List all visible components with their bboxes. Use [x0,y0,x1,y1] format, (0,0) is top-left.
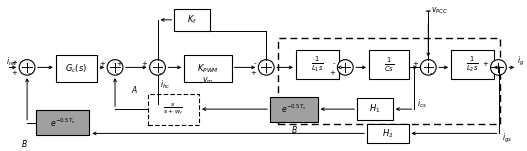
Text: $v_m$: $v_m$ [202,76,213,86]
Text: +: + [116,61,122,66]
Text: $\frac{1}{Cs}$: $\frac{1}{Cs}$ [384,55,394,74]
Ellipse shape [19,60,35,75]
Bar [148,94,199,125]
Ellipse shape [107,60,123,75]
Text: $\frac{s}{s+w_f}$: $\frac{s}{s+w_f}$ [163,101,183,117]
Text: -: - [333,61,335,66]
Bar [270,96,318,122]
Circle shape [412,67,417,68]
Text: $e^{-0.5T_s}$: $e^{-0.5T_s}$ [50,117,75,129]
Text: +: + [250,70,256,76]
Ellipse shape [150,60,165,75]
Text: +: + [329,70,335,76]
Text: -: - [159,70,161,76]
Text: $H_2$: $H_2$ [382,127,394,140]
Bar [296,50,339,79]
Text: $i_g$: $i_g$ [517,55,524,68]
Text: $H_1$: $H_1$ [369,103,380,115]
Text: $i_{cs}$: $i_{cs}$ [417,97,427,110]
Ellipse shape [337,60,353,75]
Text: $K_{PWM}$: $K_{PWM}$ [197,62,219,75]
Text: $B$: $B$ [290,124,297,135]
Text: $i_{hc}$: $i_{hc}$ [161,79,171,91]
Text: $K_f$: $K_f$ [187,14,197,26]
Text: $G_c(s)$: $G_c(s)$ [65,62,87,75]
Circle shape [497,67,502,68]
Text: $e^{-0.5T_s}$: $e^{-0.5T_s}$ [281,103,307,115]
Text: +: + [142,61,148,66]
Ellipse shape [491,60,506,75]
Text: $B$: $B$ [21,138,28,149]
Bar [369,50,408,79]
Text: $i_{ref}$: $i_{ref}$ [6,55,18,68]
Circle shape [426,10,431,12]
Text: -: - [116,70,119,76]
Text: +: + [11,70,17,76]
Bar [357,98,393,120]
Ellipse shape [258,60,274,75]
Text: $\frac{1}{L_2s}$: $\frac{1}{L_2s}$ [466,55,479,74]
Text: $A$: $A$ [131,84,138,95]
Ellipse shape [421,60,436,75]
Bar [278,38,501,124]
Text: +: + [11,59,17,66]
Bar [184,55,232,82]
Bar [367,124,408,143]
Text: $v_{PCC}$: $v_{PCC}$ [431,6,448,16]
Bar [56,55,97,82]
Text: +: + [99,61,105,66]
Bar [36,110,90,135]
Text: -: - [28,70,31,76]
Text: +: + [413,61,418,66]
Bar [451,50,494,79]
Text: -: - [254,61,256,66]
Bar [174,9,210,31]
Text: $\frac{1}{L_1s}$: $\frac{1}{L_1s}$ [311,55,324,74]
Text: $i_{gs}$: $i_{gs}$ [502,132,513,145]
Text: +: + [483,61,489,66]
Text: -: - [430,70,432,76]
